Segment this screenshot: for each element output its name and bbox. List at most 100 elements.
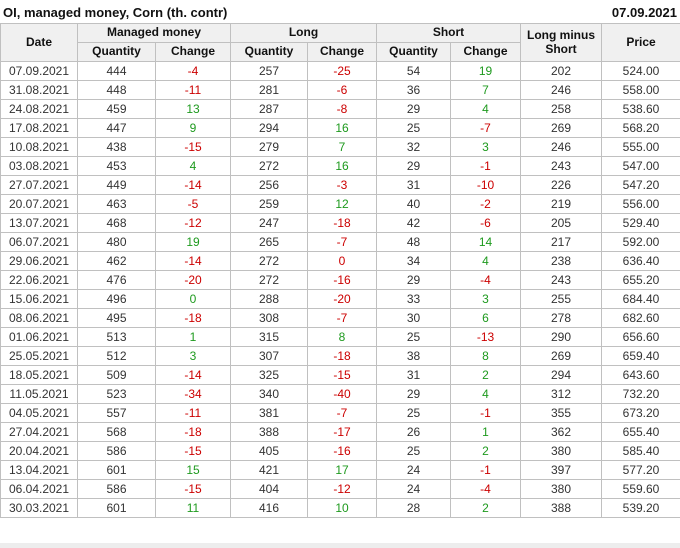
long-change-cell: -7	[306, 232, 378, 252]
mm-quantity-cell: 444	[77, 61, 156, 81]
short-quantity-cell: 24	[376, 460, 452, 480]
table-row: 22.06.2021 476 -20 272 -16 29 -4 243 655.20	[0, 270, 680, 290]
long-quantity-cell: 272	[230, 156, 308, 176]
mm-quantity-cell: 453	[77, 156, 156, 176]
short-change-cell: 2	[450, 498, 522, 518]
date-cell: 25.05.2021	[0, 346, 78, 366]
table-row: 15.06.2021 496 0 288 -20 33 3 255 684.40	[0, 289, 680, 309]
mm-change-cell: -15	[155, 479, 231, 499]
price-cell: 556.00	[601, 194, 680, 214]
long-quantity-cell: 294	[230, 118, 308, 138]
price-cell: 636.40	[601, 251, 680, 271]
date-cell: 13.04.2021	[0, 460, 78, 480]
short-change-cell: -13	[450, 327, 522, 347]
short-change-cell: 7	[450, 80, 522, 100]
mm-quantity-cell: 586	[77, 479, 156, 499]
short-quantity-cell: 40	[376, 194, 452, 214]
long-minus-short-cell: 226	[520, 175, 603, 195]
short-change-cell: -10	[450, 175, 522, 195]
short-change-cell: 8	[450, 346, 522, 366]
short-change-cell: 4	[450, 251, 522, 271]
table-row: 11.05.2021 523 -34 340 -40 29 4 312 732.20	[0, 384, 680, 404]
mm-quantity-cell: 462	[77, 251, 156, 271]
short-change-cell: -1	[450, 403, 522, 423]
long-minus-short-cell: 219	[520, 194, 603, 214]
short-quantity-cell: 54	[376, 61, 452, 81]
long-minus-short-cell: 255	[520, 289, 603, 309]
mm-change-cell: 9	[155, 118, 231, 138]
long-quantity-cell: 272	[230, 251, 308, 271]
short-quantity-cell: 42	[376, 213, 452, 233]
long-quantity-cell: 288	[230, 289, 308, 309]
short-change-cell: 2	[450, 365, 522, 385]
mm-quantity-cell: 601	[77, 498, 156, 518]
mm-quantity-cell: 568	[77, 422, 156, 442]
short-change-cell: 3	[450, 137, 522, 157]
table-row: 17.08.2021 447 9 294 16 25 -7 269 568.20	[0, 118, 680, 138]
date-cell: 30.03.2021	[0, 498, 78, 518]
price-cell: 655.40	[601, 422, 680, 442]
mm-change-cell: -4	[155, 61, 231, 81]
date-cell: 27.07.2021	[0, 175, 78, 195]
long-minus-short-cell: 269	[520, 118, 603, 138]
long-minus-short-cell: 380	[520, 479, 603, 499]
date-cell: 07.09.2021	[0, 61, 78, 81]
date-cell: 20.04.2021	[0, 441, 78, 461]
table-row: 08.06.2021 495 -18 308 -7 30 6 278 682.60	[0, 308, 680, 328]
table-row: 13.04.2021 601 15 421 17 24 -1 397 577.20	[0, 460, 680, 480]
long-change-cell: -6	[306, 80, 378, 100]
mm-quantity-cell: 557	[77, 403, 156, 423]
long-change-cell: 10	[306, 498, 378, 518]
long-quantity-cell: 256	[230, 175, 308, 195]
long-change-cell: -7	[306, 403, 378, 423]
mm-quantity-cell: 601	[77, 460, 156, 480]
short-quantity-cell: 33	[376, 289, 452, 309]
mm-quantity-cell: 476	[77, 270, 156, 290]
date-cell: 24.08.2021	[0, 99, 78, 119]
col-header-short-change: Change	[450, 42, 522, 62]
col-group-short: Short	[376, 23, 522, 43]
price-cell: 577.20	[601, 460, 680, 480]
table-row: 06.04.2021 586 -15 404 -12 24 -4 380 559.60	[0, 479, 680, 499]
price-cell: 585.40	[601, 441, 680, 461]
mm-change-cell: -34	[155, 384, 231, 404]
long-change-cell: -40	[306, 384, 378, 404]
table-row: 20.04.2021 586 -15 405 -16 25 2 380 585.40	[0, 441, 680, 461]
mm-quantity-cell: 449	[77, 175, 156, 195]
price-cell: 529.40	[601, 213, 680, 233]
mm-quantity-cell: 495	[77, 308, 156, 328]
table-row: 04.05.2021 557 -11 381 -7 25 -1 355 673.20	[0, 403, 680, 423]
col-header-mm-quantity: Quantity	[77, 42, 156, 62]
title-bar: OI, managed money, Corn (th. contr) 07.0…	[0, 0, 680, 23]
mm-change-cell: -14	[155, 175, 231, 195]
short-change-cell: -1	[450, 156, 522, 176]
mm-quantity-cell: 463	[77, 194, 156, 214]
short-quantity-cell: 30	[376, 308, 452, 328]
table-row: 18.05.2021 509 -14 325 -15 31 2 294 643.60	[0, 365, 680, 385]
short-change-cell: 19	[450, 61, 522, 81]
date-cell: 06.04.2021	[0, 479, 78, 499]
long-quantity-cell: 405	[230, 441, 308, 461]
mm-change-cell: -12	[155, 213, 231, 233]
price-cell: 547.20	[601, 175, 680, 195]
long-minus-short-cell: 388	[520, 498, 603, 518]
short-quantity-cell: 32	[376, 137, 452, 157]
date-cell: 22.06.2021	[0, 270, 78, 290]
long-minus-short-cell: 243	[520, 156, 603, 176]
bottom-strip	[0, 543, 680, 548]
price-cell: 673.20	[601, 403, 680, 423]
long-minus-short-cell: 269	[520, 346, 603, 366]
long-quantity-cell: 388	[230, 422, 308, 442]
long-minus-short-cell: 246	[520, 137, 603, 157]
short-change-cell: -4	[450, 479, 522, 499]
col-header-long-minus-short: Long minus Short	[520, 23, 603, 62]
long-change-cell: -18	[306, 213, 378, 233]
short-quantity-cell: 25	[376, 441, 452, 461]
mm-quantity-cell: 523	[77, 384, 156, 404]
short-quantity-cell: 25	[376, 118, 452, 138]
table-row: 27.07.2021 449 -14 256 -3 31 -10 226 547.20	[0, 175, 680, 195]
short-change-cell: 4	[450, 99, 522, 119]
short-quantity-cell: 24	[376, 479, 452, 499]
col-header-price: Price	[601, 23, 680, 62]
